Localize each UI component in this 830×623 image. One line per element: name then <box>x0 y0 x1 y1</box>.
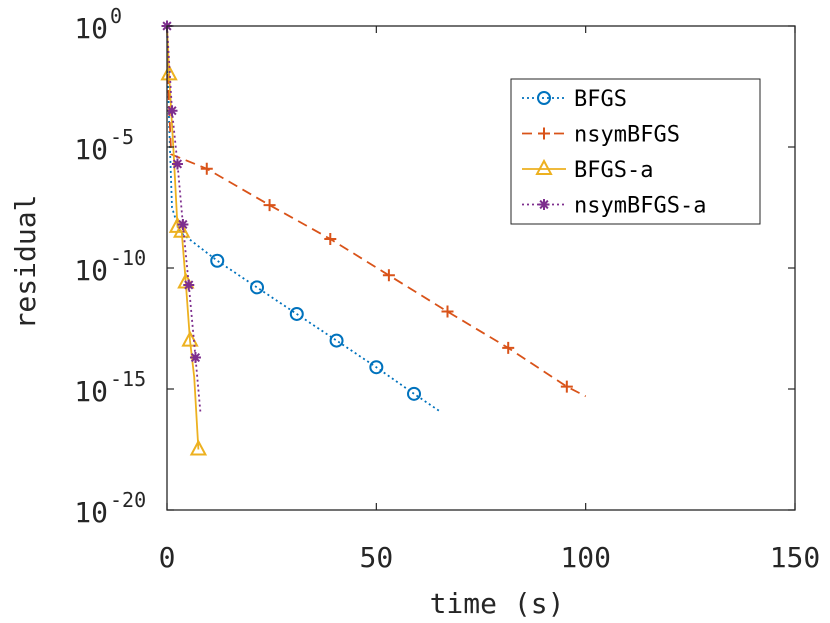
marker-asterisk <box>189 352 201 364</box>
marker-circle <box>250 280 265 295</box>
legend-box <box>510 78 761 225</box>
y-tick-label: 10 <box>74 254 108 287</box>
y-tick-label: 10 <box>74 496 108 529</box>
marker-plus <box>502 341 515 354</box>
marker-asterisk <box>171 158 183 170</box>
y-tick-base: 10 <box>74 133 108 166</box>
legend-item: BFGS <box>522 87 627 112</box>
y-tick-exponent: -20 <box>110 488 146 512</box>
marker-circle <box>210 253 225 268</box>
y-tick-exponent: 0 <box>110 4 122 28</box>
legend-item: BFGS-a <box>522 158 653 183</box>
marker-circle <box>407 386 422 401</box>
y-axis-label: residual <box>9 195 42 330</box>
marker-triangle <box>535 158 553 175</box>
marker-triangle <box>172 221 191 238</box>
x-tick-label: 150 <box>770 541 821 574</box>
axes-frame <box>166 25 796 511</box>
marker-plus <box>200 162 213 175</box>
marker-asterisk <box>538 199 550 210</box>
y-tick-base: 10 <box>74 375 108 408</box>
y-tick-label: 10 <box>74 375 108 408</box>
marker-triangle <box>189 439 208 456</box>
legend-label: nsymBFGS-a <box>574 194 706 219</box>
legend-item: nsymBFGS <box>522 123 680 148</box>
marker-triangle <box>160 64 178 81</box>
legend-label: nsymBFGS <box>574 123 680 148</box>
y-tick-exponent: -15 <box>110 367 146 391</box>
y-tick-base: 10 <box>74 12 108 45</box>
marker-plus <box>382 269 395 282</box>
series-nsymbfgs <box>166 25 587 398</box>
marker-plus <box>324 232 337 245</box>
y-tick-label: 10 <box>74 133 108 166</box>
x-tick-label: 100 <box>560 541 611 574</box>
y-tick-base: 10 <box>74 254 108 287</box>
marker-plus <box>560 380 573 393</box>
series-line <box>166 25 440 412</box>
marker-asterisk <box>183 279 195 291</box>
marker-circle <box>329 333 344 348</box>
marker-circle <box>369 360 384 375</box>
legend-label: BFGS <box>574 87 627 112</box>
marker-plus <box>263 199 276 212</box>
marker-asterisk <box>177 218 189 230</box>
marker-circle <box>537 91 551 105</box>
marker-plus <box>441 305 454 318</box>
x-axis-label: time (s) <box>430 587 565 620</box>
x-tick-label: 50 <box>359 541 393 574</box>
legend: BFGS nsymBFGS BFGS-a nsymBFGS-a <box>510 78 761 225</box>
x-tick-label: 0 <box>159 541 176 574</box>
y-tick-exponent: -5 <box>110 125 134 149</box>
legend-label: BFGS-a <box>574 158 653 183</box>
series-bfgs <box>166 25 440 412</box>
series-layer <box>160 20 587 456</box>
marker-triangle <box>181 330 199 347</box>
y-tick-exponent: -10 <box>110 246 146 270</box>
marker-circle <box>289 306 304 321</box>
marker-asterisk <box>166 105 178 117</box>
y-tick-label: 10 <box>74 12 108 45</box>
y-tick-base: 10 <box>74 496 108 529</box>
legend-item: nsymBFGS-a <box>522 194 706 219</box>
marker-plus <box>538 127 550 140</box>
